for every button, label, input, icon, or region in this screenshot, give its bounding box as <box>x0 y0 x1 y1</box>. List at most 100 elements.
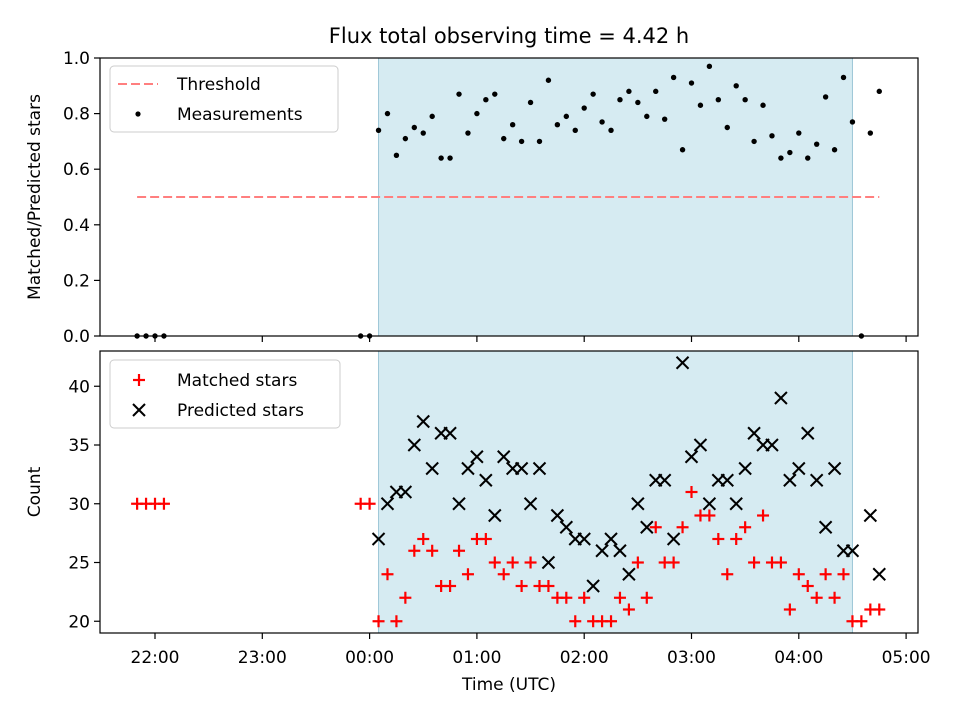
predicted-star-point <box>380 497 395 511</box>
predicted-star-point <box>809 473 824 487</box>
measurement-point <box>760 102 766 108</box>
measurement-point <box>778 155 784 161</box>
top-y-tick-label: 0.2 <box>63 271 90 291</box>
measurement-point <box>545 77 552 83</box>
matched-star-point <box>408 544 421 557</box>
measurement-point <box>822 94 829 100</box>
measurement-point <box>456 91 462 97</box>
chart-title: Flux total observing time = 4.42 h <box>329 24 689 48</box>
bottom-plot-frame <box>99 350 919 634</box>
measurement-point <box>849 119 856 125</box>
matched-star-point <box>560 591 573 604</box>
predicted-star-point <box>595 544 609 558</box>
top-legend-box <box>109 65 339 133</box>
predicted-star-point <box>729 497 743 511</box>
legend-measurements-label: Measurements <box>177 105 303 125</box>
measurement-point <box>447 155 453 161</box>
predicted-star-point <box>452 497 466 511</box>
bottom-y-tick-label: 40 <box>68 377 90 397</box>
predicted-star-point <box>863 508 878 523</box>
measurement-point <box>805 155 811 161</box>
matched-star-point <box>497 568 510 581</box>
measurement-point <box>536 138 543 145</box>
predicted-star-point <box>631 497 645 511</box>
measurement-point <box>411 124 418 131</box>
measurement-point <box>465 130 471 136</box>
measurement-point <box>661 116 668 122</box>
matched-star-point <box>721 568 734 581</box>
measurement-point <box>384 110 391 117</box>
legend-predicted-swatch <box>132 403 146 417</box>
matched-star-point <box>605 615 618 628</box>
measurement-point <box>867 130 874 136</box>
predicted-star-point <box>470 450 484 464</box>
measurement-point <box>733 83 739 89</box>
measurement-point <box>474 110 480 117</box>
matched-star-point <box>381 568 394 581</box>
predicted-star-point <box>640 520 654 534</box>
matched-star-point <box>426 544 439 557</box>
predicted-star-point <box>523 497 538 511</box>
predicted-star-point <box>765 438 779 452</box>
measurement-point <box>644 113 650 120</box>
legend-predicted-label: Predicted stars <box>177 401 304 421</box>
measurement-point <box>420 130 426 136</box>
legend-measurements-swatch <box>135 111 141 117</box>
matched-star-point <box>542 580 555 592</box>
matched-star-point <box>506 556 519 569</box>
predicted-star-point <box>702 497 717 511</box>
matched-star-point <box>399 591 412 604</box>
predicted-star-point <box>747 426 761 440</box>
predicted-star-point <box>818 520 833 534</box>
predicted-star-point <box>666 532 681 546</box>
matched-star-point <box>739 521 752 534</box>
predicted-star-point <box>693 438 708 452</box>
matched-star-point <box>515 580 528 592</box>
matched-star-point <box>819 568 832 581</box>
measurement-point <box>483 97 489 103</box>
measurement-point <box>501 135 507 142</box>
measurement-point <box>769 133 775 139</box>
matched-star-point <box>685 486 698 498</box>
matched-star-point <box>792 568 805 581</box>
top-y-tick-label: 0.0 <box>63 327 90 347</box>
legend-threshold-label: Threshold <box>176 75 261 95</box>
predicted-star-point <box>541 555 556 570</box>
measurement-point <box>813 141 820 147</box>
predicted-star-point <box>613 544 627 558</box>
matched-star-point <box>569 615 582 628</box>
matched-star-point <box>703 509 716 522</box>
matched-star-point <box>667 556 680 569</box>
measurement-point <box>429 113 435 120</box>
bottom-y-tick-label: 25 <box>68 554 90 574</box>
predicted-star-point <box>497 450 511 464</box>
matched-star-point <box>631 556 644 569</box>
bottom-y-axis-label: Count <box>25 466 45 517</box>
predicted-star-point <box>559 520 574 534</box>
measurement-point <box>796 130 802 136</box>
x-tick-label: 05:00 <box>882 648 931 668</box>
matched-star-point <box>676 521 689 534</box>
matched-star-point <box>801 580 814 592</box>
measurement-point <box>876 88 882 95</box>
bottom-y-tick-label: 30 <box>68 495 90 515</box>
matched-star-point <box>649 521 662 534</box>
matched-star-point <box>730 533 743 545</box>
measurement-point <box>608 127 614 133</box>
predicted-star-point <box>577 532 591 546</box>
matched-star-point <box>622 603 635 616</box>
measurement-point <box>787 149 793 156</box>
predicted-star-point <box>407 438 422 452</box>
matched-star-point <box>578 591 591 604</box>
measurement-point <box>599 119 605 125</box>
legend-matched-label: Matched stars <box>177 371 297 391</box>
bottom-legend: Matched stars Predicted stars <box>109 359 341 429</box>
predicted-star-point <box>738 461 752 476</box>
measurement-point <box>626 88 632 95</box>
measurement-point <box>509 122 516 128</box>
matched-star-point <box>810 591 823 604</box>
x-tick-label: 00:00 <box>345 648 394 668</box>
measurement-point <box>715 97 722 103</box>
predicted-star-point <box>488 508 502 523</box>
